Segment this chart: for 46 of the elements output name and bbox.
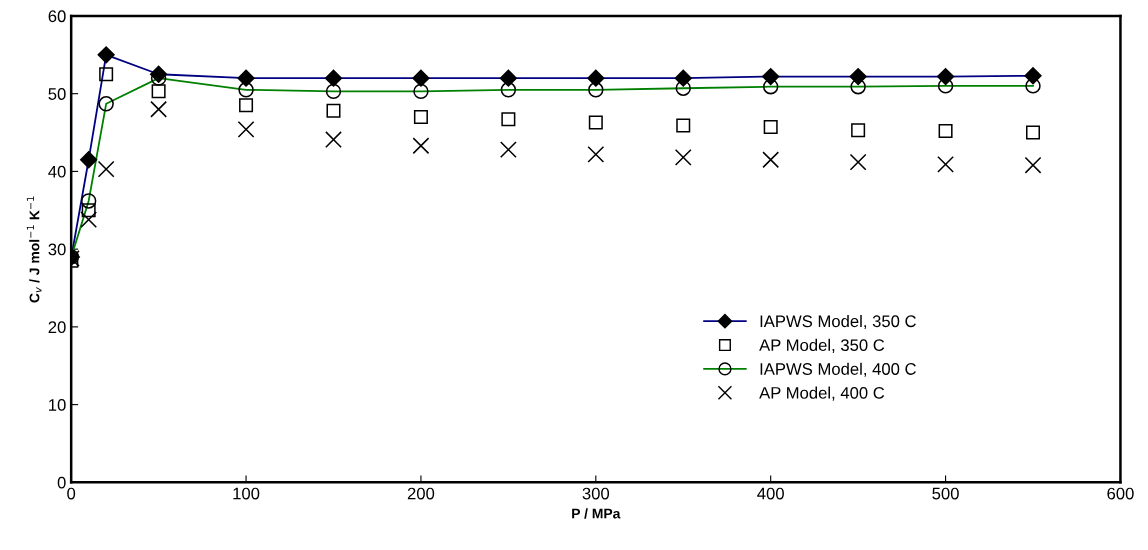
y-tick-label: 20 xyxy=(48,321,66,334)
point xyxy=(938,123,953,139)
point xyxy=(501,112,516,127)
point xyxy=(763,120,778,135)
y-axis-title: C$_{v}$ / J mol$^{−1}$ K$^{−1}$ xyxy=(26,196,42,303)
point xyxy=(412,137,430,155)
point xyxy=(413,109,428,125)
y-tick-label: 40 xyxy=(48,165,66,178)
point xyxy=(851,123,866,138)
point xyxy=(326,103,341,118)
x-tick-label: 300 xyxy=(582,487,610,500)
point xyxy=(499,141,517,159)
legend-label: AP Model, 350 C xyxy=(759,338,885,353)
point xyxy=(676,118,691,133)
point xyxy=(97,160,115,178)
legend-label: IAPWS Model, 400 C xyxy=(760,362,916,377)
point xyxy=(99,67,114,82)
point xyxy=(1024,156,1042,174)
y-tick-label: 30 xyxy=(48,243,66,256)
y-tick-label: 0 xyxy=(57,476,66,489)
point xyxy=(588,115,603,130)
y-tick-label: 60 xyxy=(48,10,66,23)
point xyxy=(80,211,98,229)
point xyxy=(937,156,954,173)
x-axis-title: P / MPa xyxy=(572,508,621,519)
x-tick-label: 400 xyxy=(757,487,784,500)
y-tick-label: 10 xyxy=(49,399,66,411)
legend-label: AP Model, 400 C xyxy=(759,386,885,401)
point xyxy=(587,145,605,163)
point xyxy=(762,151,780,169)
x-tick-label: 500 xyxy=(932,487,959,500)
point xyxy=(325,131,342,148)
point xyxy=(674,149,692,166)
point xyxy=(849,153,867,171)
legend-label: IAPWS Model, 350 C xyxy=(760,314,916,330)
point xyxy=(237,121,255,138)
x-tick-label: 0 xyxy=(67,487,76,500)
x-tick-label: 100 xyxy=(233,487,260,500)
point xyxy=(150,100,168,118)
x-tick-label: 600 xyxy=(1107,487,1134,500)
x-tick-label: 200 xyxy=(407,487,435,500)
point xyxy=(151,84,166,99)
y-tick-label: 50 xyxy=(48,88,66,100)
point xyxy=(81,203,96,218)
point xyxy=(239,98,254,113)
point xyxy=(1025,125,1041,140)
